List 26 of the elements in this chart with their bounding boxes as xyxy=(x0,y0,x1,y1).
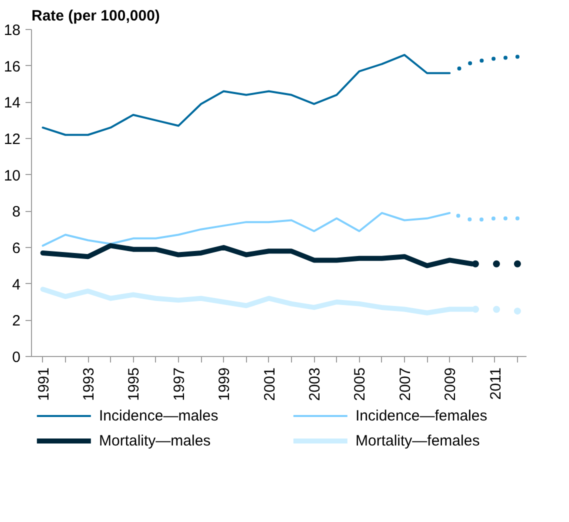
y-tick-label: 16 xyxy=(4,58,21,76)
x-tick-label: 2011 xyxy=(487,367,504,400)
x-tick-label: 2003 xyxy=(306,367,324,401)
x-tick-label: 2007 xyxy=(396,367,414,401)
legend-label: Mortality—males xyxy=(99,432,211,450)
x-tick-label: 1999 xyxy=(216,367,234,401)
y-tick-label: 2 xyxy=(12,312,20,330)
x-tick-label: 2009 xyxy=(442,367,460,401)
x-tick-label: 2005 xyxy=(352,367,369,401)
legend-label: Incidence—males xyxy=(99,408,218,424)
y-axis-title: Rate (per 100,000) xyxy=(32,8,160,24)
x-tick-label: 1991 xyxy=(35,367,52,401)
x-tick-label: 2001 xyxy=(261,367,278,401)
y-tick-label: 10 xyxy=(4,167,21,184)
legend-label: Incidence—females xyxy=(356,408,488,424)
x-tick-label: 1993 xyxy=(80,367,98,401)
y-tick-label: 8 xyxy=(12,204,20,221)
x-tick-label: 1997 xyxy=(170,367,188,401)
y-tick-label: 14 xyxy=(4,94,21,112)
y-tick-label: 6 xyxy=(12,240,20,257)
y-tick-label: 4 xyxy=(12,276,20,294)
legend-label: Mortality—females xyxy=(356,432,480,450)
y-tick-label: 12 xyxy=(4,131,21,148)
x-tick-label: 1995 xyxy=(126,367,143,401)
y-tick-label: 0 xyxy=(12,349,20,366)
y-tick-label: 18 xyxy=(4,22,21,39)
